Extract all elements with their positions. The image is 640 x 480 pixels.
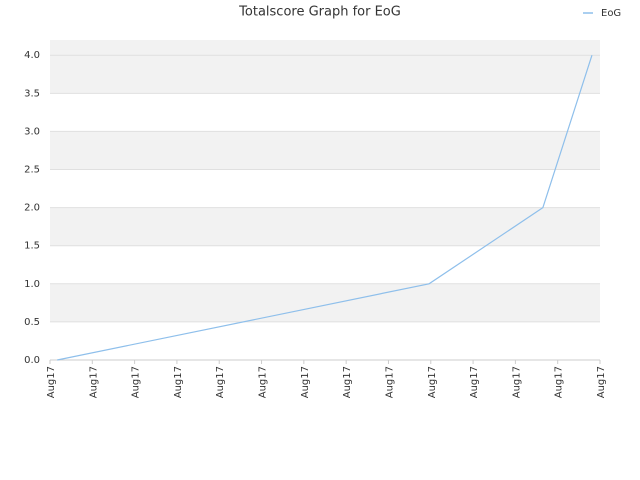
y-tick-label: 0.0 xyxy=(24,355,40,366)
y-tick-label: 3.5 xyxy=(24,88,40,99)
y-tick-label: 1.0 xyxy=(24,279,40,290)
line xyxy=(57,55,593,361)
x-tick-label: Aug17 xyxy=(300,366,311,398)
x-tick-label: Aug17 xyxy=(469,366,480,398)
y-tick-label: 2.0 xyxy=(24,203,40,214)
x-tick-label: Aug17 xyxy=(46,366,57,398)
x-tick-label: Aug17 xyxy=(215,366,226,398)
x-tick-label: Aug17 xyxy=(596,366,607,398)
x-tick-label: Aug17 xyxy=(427,366,438,398)
y-tick-label: 1.5 xyxy=(24,241,40,252)
x-tick-label: Aug17 xyxy=(511,366,522,398)
y-tick-label: 0.5 xyxy=(24,317,40,328)
grid-band xyxy=(50,93,600,132)
y-tick-label: 2.5 xyxy=(24,165,40,176)
y-tick-label: 3.0 xyxy=(24,126,40,137)
x-tick-label: Aug17 xyxy=(342,366,353,398)
grid-band xyxy=(50,321,600,360)
grid-band xyxy=(50,169,600,208)
x-tick-label: Aug17 xyxy=(131,366,142,398)
y-tick-label: 4.0 xyxy=(24,50,40,61)
x-tick-label: Aug17 xyxy=(258,366,269,398)
x-tick-label: Aug17 xyxy=(173,366,184,398)
x-tick-label: Aug17 xyxy=(384,366,395,398)
x-tick-label: Aug17 xyxy=(554,366,565,398)
grid-band xyxy=(50,245,600,284)
x-tick-label: Aug17 xyxy=(88,366,99,398)
legend-label: EoG xyxy=(601,8,621,19)
chart-title: Totalscore Graph for EoG xyxy=(238,5,401,20)
